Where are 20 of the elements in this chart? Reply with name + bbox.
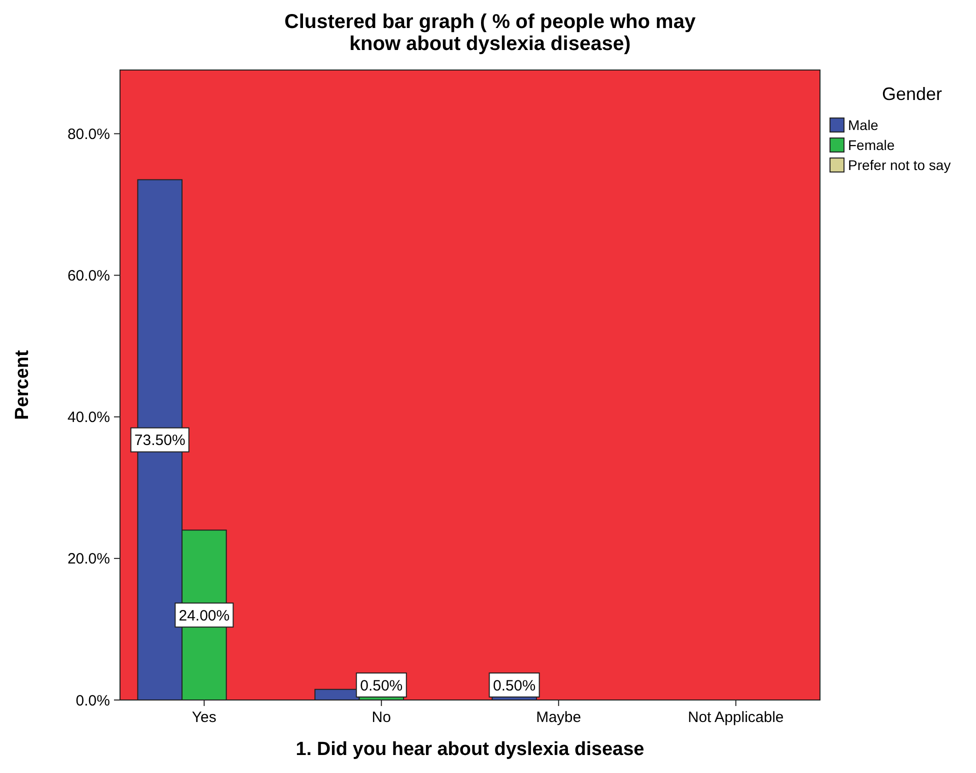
x-tick-label: Not Applicable bbox=[688, 709, 784, 726]
legend-title: Gender bbox=[882, 84, 942, 104]
legend-label: Male bbox=[848, 116, 879, 133]
y-axis-title: Percent bbox=[12, 349, 33, 420]
x-tick-label: Yes bbox=[192, 709, 216, 726]
data-label: 24.00% bbox=[178, 607, 230, 624]
legend-label: Prefer not to say bbox=[848, 156, 951, 173]
y-tick-label: 40.0% bbox=[67, 409, 110, 426]
data-label: 0.50% bbox=[360, 677, 403, 694]
data-label: 73.50% bbox=[134, 432, 186, 450]
y-tick-label: 80.0% bbox=[67, 126, 110, 143]
y-tick-label: 20.0% bbox=[67, 550, 110, 568]
legend-label: Female bbox=[848, 136, 895, 153]
x-axis-title: 1. Did you hear about dyslexia disease bbox=[296, 739, 644, 760]
x-tick-label: No bbox=[372, 709, 391, 726]
y-tick-label: 60.0% bbox=[67, 268, 110, 285]
x-tick-label: Maybe bbox=[536, 709, 582, 726]
data-label: 0.50% bbox=[493, 677, 536, 694]
y-tick-label: 0.0% bbox=[76, 692, 110, 710]
chart-title: Clustered bar graph ( % of people who may know about dyslexia disease) bbox=[284, 11, 696, 55]
